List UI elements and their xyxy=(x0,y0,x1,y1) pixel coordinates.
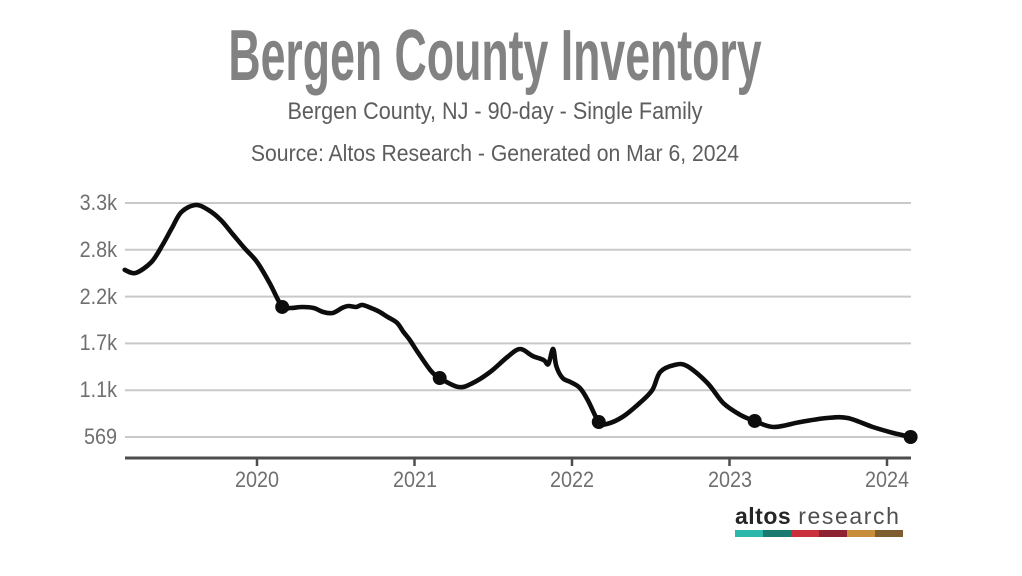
logo-bar-segment xyxy=(735,530,763,537)
logo-bar-segment xyxy=(819,530,847,537)
chart-title: Bergen County Inventory xyxy=(228,16,762,96)
logo-brand-light: research xyxy=(798,503,901,529)
logo-bar-segment xyxy=(763,530,791,537)
logo-bar-segment xyxy=(875,530,903,537)
data-point-marker xyxy=(275,299,290,314)
logo-bar-segment xyxy=(791,530,819,537)
x-tick-label: 2024 xyxy=(864,467,910,492)
y-tick-label: 1.7k xyxy=(79,330,117,356)
x-tick-label: 2023 xyxy=(707,467,752,492)
x-tick-label: 2020 xyxy=(234,467,280,492)
altos-research-logo: altos research xyxy=(735,504,903,537)
y-tick-label: 2.8k xyxy=(79,236,117,262)
data-point-marker xyxy=(432,371,447,386)
logo-bar-segment xyxy=(847,530,875,537)
data-point-marker xyxy=(591,415,606,429)
data-point-marker xyxy=(747,413,762,428)
chart-source-note: Source: Altos Research - Generated on Ma… xyxy=(250,140,740,166)
logo-wordmark: altos research xyxy=(735,504,903,528)
y-tick-label: 1.1k xyxy=(79,377,117,403)
data-point-marker xyxy=(903,430,918,444)
y-tick-label: 569 xyxy=(83,424,117,449)
logo-color-bar xyxy=(735,530,903,537)
inventory-line xyxy=(122,202,913,440)
chart-subtitle: Bergen County, NJ - 90-day - Single Fami… xyxy=(287,98,703,125)
x-tick-label: 2022 xyxy=(549,467,595,492)
logo-brand-bold: altos xyxy=(735,503,792,529)
y-tick-label: 3.3k xyxy=(79,190,117,215)
x-tick-label: 2021 xyxy=(392,467,437,492)
y-tick-label: 2.2k xyxy=(79,283,117,309)
